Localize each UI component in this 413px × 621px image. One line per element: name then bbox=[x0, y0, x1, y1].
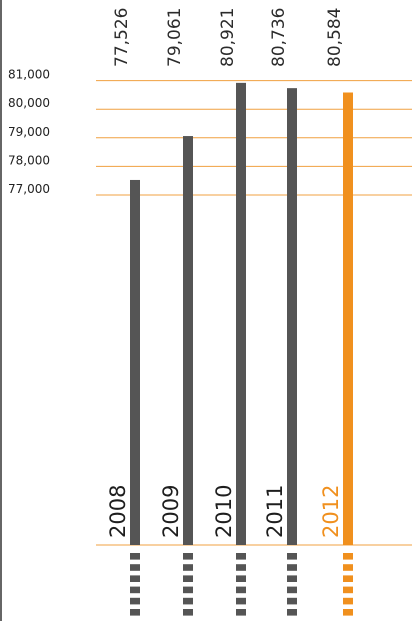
dash-segment bbox=[236, 564, 246, 571]
dash-segment bbox=[236, 597, 246, 605]
bar-extension-dashes bbox=[130, 553, 353, 616]
bar-2009 bbox=[183, 136, 193, 545]
bar-2010 bbox=[236, 82, 246, 545]
dash-segment bbox=[236, 575, 246, 582]
value-labels: 77,526 79,061 80,921 80,736 80,584 bbox=[112, 8, 345, 67]
y-tick-label: 80,000 bbox=[8, 96, 50, 110]
dash-segment bbox=[343, 586, 353, 594]
bar-dash-2011 bbox=[287, 553, 297, 616]
dash-segment bbox=[130, 586, 140, 594]
value-label-2009: 79,061 bbox=[165, 8, 185, 67]
dash-segment bbox=[130, 609, 140, 616]
dash-segment bbox=[236, 609, 246, 616]
dash-segment bbox=[343, 564, 353, 571]
dash-segment bbox=[130, 553, 140, 560]
dash-segment bbox=[183, 597, 193, 605]
dash-segment bbox=[183, 586, 193, 594]
y-tick-labels: 77,000 78,000 79,000 80,000 81,000 bbox=[8, 68, 50, 196]
dash-segment bbox=[343, 597, 353, 605]
y-tick-label: 81,000 bbox=[8, 68, 50, 82]
dash-segment bbox=[287, 575, 297, 582]
dash-segment bbox=[236, 553, 246, 560]
dash-segment bbox=[183, 564, 193, 571]
y-tick-label: 78,000 bbox=[8, 153, 50, 167]
bar-2008 bbox=[130, 179, 140, 545]
y-tick-label: 79,000 bbox=[8, 125, 50, 139]
dash-segment bbox=[236, 586, 246, 594]
bar-dash-2010 bbox=[236, 553, 246, 616]
bar-dash-2012 bbox=[343, 553, 353, 616]
category-label-2012: 2012 bbox=[319, 485, 343, 538]
value-label-2010: 80,921 bbox=[218, 8, 238, 67]
value-label-2008: 77,526 bbox=[112, 8, 132, 67]
category-label-2008: 2008 bbox=[106, 485, 130, 538]
dash-segment bbox=[343, 609, 353, 616]
dash-segment bbox=[343, 553, 353, 560]
dash-segment bbox=[183, 609, 193, 616]
dash-segment bbox=[130, 575, 140, 582]
bar-dash-2009 bbox=[183, 553, 193, 616]
dash-segment bbox=[287, 609, 297, 616]
bars bbox=[130, 82, 353, 546]
category-label-2010: 2010 bbox=[212, 485, 236, 538]
dash-segment bbox=[130, 564, 140, 571]
dash-segment bbox=[287, 597, 297, 605]
bar-2011 bbox=[287, 88, 297, 546]
category-labels: 2008 2009 2010 2011 2012 bbox=[106, 485, 343, 538]
gridlines bbox=[96, 80, 412, 196]
dash-segment bbox=[343, 575, 353, 582]
category-label-2009: 2009 bbox=[159, 485, 183, 538]
dash-segment bbox=[130, 597, 140, 605]
dash-segment bbox=[183, 553, 193, 560]
value-label-2011: 80,736 bbox=[269, 8, 289, 67]
y-tick-label: 77,000 bbox=[8, 182, 50, 196]
dash-segment bbox=[287, 586, 297, 594]
bar-dash-2008 bbox=[130, 553, 140, 616]
dash-segment bbox=[287, 553, 297, 560]
dash-segment bbox=[287, 564, 297, 571]
bar-2012 bbox=[343, 92, 353, 546]
dash-segment bbox=[183, 575, 193, 582]
category-label-2011: 2011 bbox=[263, 485, 287, 538]
value-label-2012: 80,584 bbox=[325, 8, 345, 67]
